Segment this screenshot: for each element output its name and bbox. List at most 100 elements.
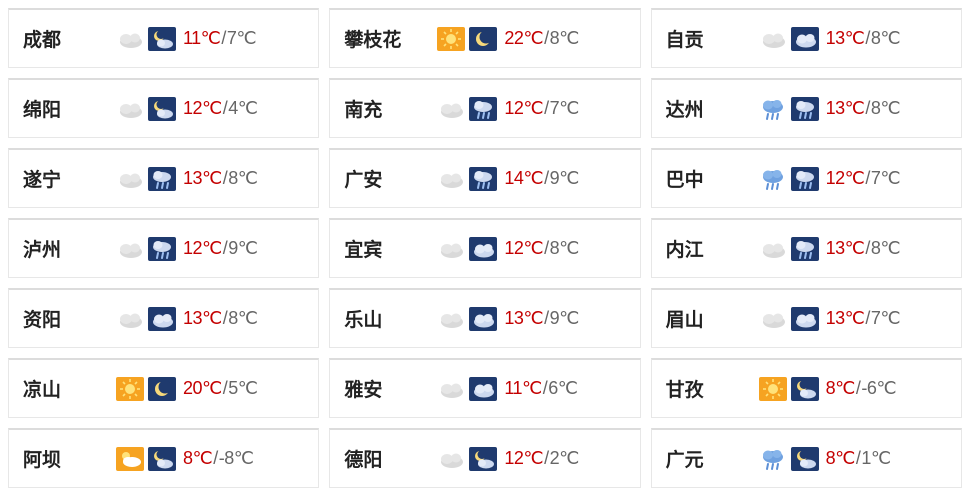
- night-rain-icon: [790, 167, 820, 191]
- temp-separator: /: [865, 308, 870, 329]
- weather-card[interactable]: 凉山 20℃ / 5℃: [8, 358, 319, 418]
- weather-card[interactable]: 乐山 13℃ / 9℃: [329, 288, 640, 348]
- cloudy-icon: [436, 97, 466, 121]
- temperature: 13℃ / 9℃: [504, 308, 579, 329]
- temperature: 12℃ / 2℃: [504, 448, 579, 469]
- temp-separator: /: [221, 28, 226, 49]
- temp-separator: /: [856, 448, 861, 469]
- temp-separator: /: [865, 98, 870, 119]
- weather-icons: [115, 307, 177, 331]
- city-name: 宜宾: [344, 235, 436, 262]
- high-temp: 12℃: [183, 98, 222, 119]
- low-temp: 7℃: [550, 98, 579, 119]
- night-cloudy-icon: [468, 237, 498, 261]
- high-temp: 8℃: [183, 448, 212, 469]
- city-name: 南充: [344, 95, 436, 122]
- low-temp: -8℃: [219, 448, 254, 469]
- weather-card[interactable]: 甘孜 8℃ / -6℃: [651, 358, 962, 418]
- high-temp: 8℃: [826, 378, 855, 399]
- night-partly-icon: [147, 27, 177, 51]
- weather-card[interactable]: 南充 12℃ / 7℃: [329, 78, 640, 138]
- city-name: 凉山: [23, 375, 115, 402]
- night-partly-icon: [147, 447, 177, 471]
- weather-card[interactable]: 泸州 12℃ / 9℃: [8, 218, 319, 278]
- city-name: 绵阳: [23, 95, 115, 122]
- city-name: 达州: [666, 95, 758, 122]
- low-temp: 9℃: [550, 168, 579, 189]
- high-temp: 13℃: [826, 28, 865, 49]
- cloudy-icon: [115, 167, 145, 191]
- weather-icons: [436, 27, 498, 51]
- weather-icons: [115, 447, 177, 471]
- weather-card[interactable]: 自贡 13℃ / 8℃: [651, 8, 962, 68]
- high-temp: 14℃: [504, 168, 543, 189]
- weather-card[interactable]: 遂宁 13℃ / 8℃: [8, 148, 319, 208]
- weather-icons: [758, 307, 820, 331]
- night-cloudy-icon: [790, 27, 820, 51]
- temperature: 22℃ / 8℃: [504, 28, 579, 49]
- weather-card[interactable]: 内江 13℃ / 8℃: [651, 218, 962, 278]
- low-temp: 9℃: [550, 308, 579, 329]
- city-name: 德阳: [344, 445, 436, 472]
- low-temp: 9℃: [228, 238, 257, 259]
- night-rain-icon: [468, 97, 498, 121]
- night-cloudy-icon: [468, 377, 498, 401]
- temperature: 8℃ / -6℃: [826, 378, 896, 399]
- cloudy-icon: [115, 307, 145, 331]
- temp-separator: /: [544, 308, 549, 329]
- weather-card[interactable]: 绵阳 12℃ / 4℃: [8, 78, 319, 138]
- low-temp: 8℃: [871, 28, 900, 49]
- city-name: 雅安: [344, 375, 436, 402]
- sunny-icon: [758, 377, 788, 401]
- weather-card[interactable]: 成都 11℃ / 7℃: [8, 8, 319, 68]
- weather-card[interactable]: 攀枝花 22℃ / 8℃: [329, 8, 640, 68]
- low-temp: 8℃: [871, 98, 900, 119]
- cloudy-icon: [758, 27, 788, 51]
- low-temp: 4℃: [228, 98, 257, 119]
- temp-separator: /: [544, 238, 549, 259]
- weather-card[interactable]: 宜宾 12℃ / 8℃: [329, 218, 640, 278]
- high-temp: 13℃: [504, 308, 543, 329]
- temp-separator: /: [856, 378, 861, 399]
- city-name: 成都: [23, 25, 115, 52]
- low-temp: -6℃: [861, 378, 896, 399]
- weather-icons: [758, 237, 820, 261]
- night-partly-icon: [147, 97, 177, 121]
- weather-card[interactable]: 巴中 12℃ / 7℃: [651, 148, 962, 208]
- weather-card[interactable]: 资阳 13℃ / 8℃: [8, 288, 319, 348]
- low-temp: 8℃: [228, 168, 257, 189]
- city-name: 阿坝: [23, 445, 115, 472]
- temperature: 12℃ / 7℃: [504, 98, 579, 119]
- weather-icons: [758, 167, 820, 191]
- weather-icons: [758, 97, 820, 121]
- temperature: 13℃ / 8℃: [826, 28, 901, 49]
- city-name: 广安: [344, 165, 436, 192]
- high-temp: 11℃: [504, 378, 541, 399]
- weather-card[interactable]: 广安 14℃ / 9℃: [329, 148, 640, 208]
- temperature: 13℃ / 8℃: [183, 168, 258, 189]
- weather-icons: [436, 447, 498, 471]
- weather-card[interactable]: 广元 8℃ / 1℃: [651, 428, 962, 488]
- temp-separator: /: [223, 378, 228, 399]
- weather-card[interactable]: 德阳 12℃ / 2℃: [329, 428, 640, 488]
- weather-icons: [758, 27, 820, 51]
- high-temp: 12℃: [504, 238, 543, 259]
- night-cloudy-icon: [790, 307, 820, 331]
- temperature: 13℃ / 8℃: [826, 98, 901, 119]
- city-name: 攀枝花: [344, 25, 436, 52]
- low-temp: 8℃: [871, 238, 900, 259]
- city-name: 巴中: [666, 165, 758, 192]
- weather-card[interactable]: 眉山 13℃ / 7℃: [651, 288, 962, 348]
- temperature: 14℃ / 9℃: [504, 168, 579, 189]
- temp-separator: /: [223, 168, 228, 189]
- temp-separator: /: [544, 168, 549, 189]
- temp-separator: /: [865, 28, 870, 49]
- cloudy-icon: [436, 377, 466, 401]
- temperature: 8℃ / -8℃: [183, 448, 253, 469]
- weather-card[interactable]: 达州 13℃ / 8℃: [651, 78, 962, 138]
- weather-icons: [758, 377, 820, 401]
- weather-card[interactable]: 阿坝 8℃ / -8℃: [8, 428, 319, 488]
- low-temp: 5℃: [228, 378, 257, 399]
- low-temp: 1℃: [861, 448, 890, 469]
- weather-card[interactable]: 雅安 11℃ / 6℃: [329, 358, 640, 418]
